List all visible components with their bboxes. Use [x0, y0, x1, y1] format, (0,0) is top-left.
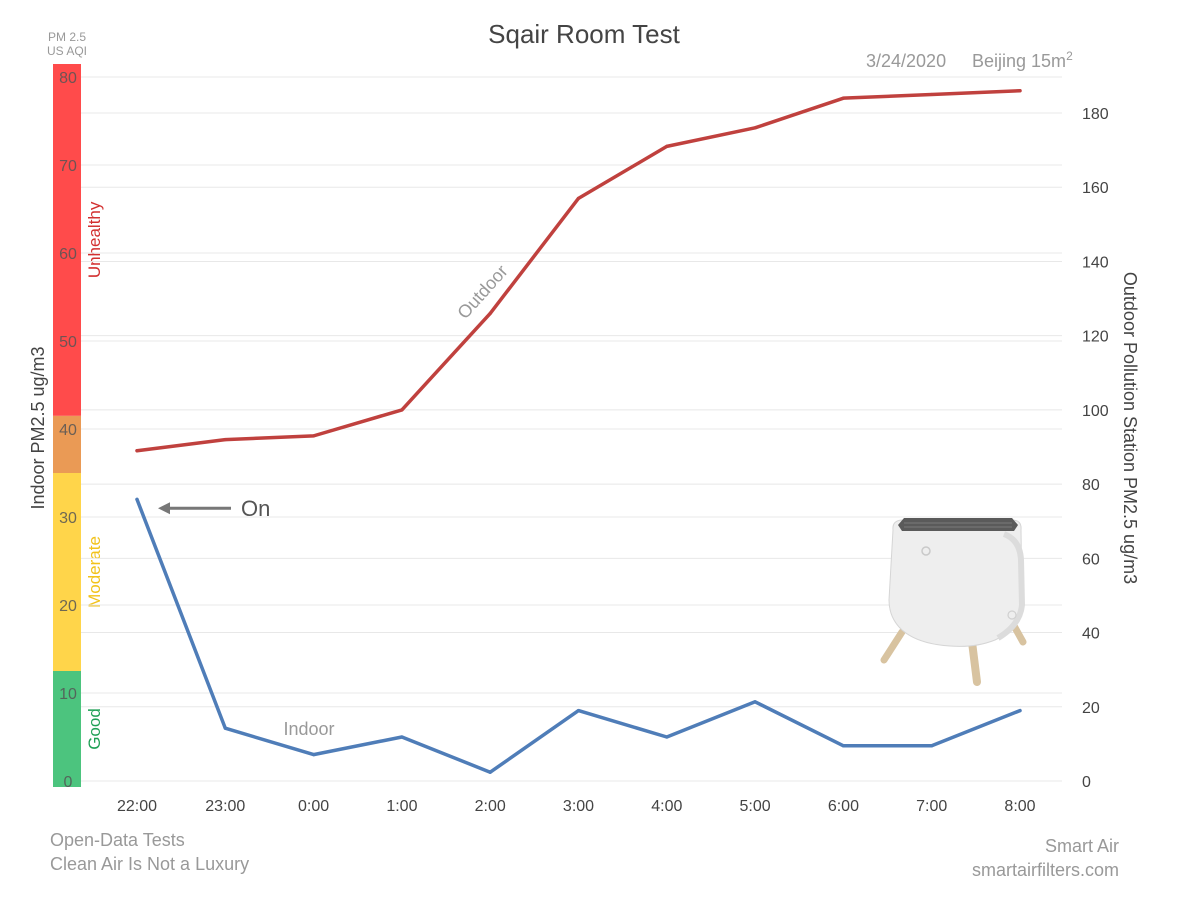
- series-lines: [135, 88, 1022, 774]
- footer-right-line1: Smart Air: [1045, 836, 1119, 856]
- series-label-indoor: Indoor: [283, 719, 334, 739]
- data-point-indoor: [1018, 709, 1022, 713]
- series-label-outdoor: Outdoor: [453, 261, 511, 323]
- aqi-band-label: Moderate: [85, 536, 104, 608]
- data-point-indoor: [312, 753, 316, 757]
- y-axis-right-tick-label: 20: [1082, 700, 1100, 717]
- data-point-outdoor: [488, 311, 492, 315]
- purifier-body: [888, 519, 1023, 647]
- x-axis-tick-label: 5:00: [740, 798, 771, 815]
- y-axis-right-label: Outdoor Pollution Station PM2.5 ug/m3: [1120, 272, 1140, 584]
- y-axis-left-tick-label: 40: [59, 422, 77, 439]
- data-point-indoor: [841, 744, 846, 748]
- y-axis-right-ticks: 0 20 40 60 80 100 120 140 160 180: [1082, 106, 1109, 791]
- y-axis-left-label: Indoor PM2.5 ug/m3: [28, 346, 48, 509]
- purifier-grille: [898, 518, 1018, 531]
- purifier-leg: [880, 628, 906, 664]
- y-axis-left-tick-label: 70: [59, 158, 77, 175]
- y-axis-left-tick-label: 0: [64, 774, 73, 791]
- data-point-indoor: [400, 735, 404, 739]
- air-purifier-icon: [880, 518, 1027, 686]
- series-line-indoor: [135, 497, 1022, 774]
- x-axis-tick-label: 7:00: [916, 798, 947, 815]
- x-axis-tick-label: 23:00: [205, 798, 245, 815]
- data-point-outdoor: [223, 437, 227, 442]
- y-axis-left-tick-label: 10: [59, 686, 77, 703]
- y-axis-right-tick-label: 180: [1082, 106, 1109, 123]
- aqi-label-line2: US AQI: [47, 44, 87, 58]
- y-axis-left-tick-label: 20: [59, 598, 77, 615]
- data-point-outdoor: [135, 449, 139, 453]
- data-point-outdoor: [841, 96, 846, 100]
- on-arrow-head: [158, 502, 170, 515]
- x-axis-tick-label: 8:00: [1004, 798, 1035, 815]
- chart-location-text: Beijing 15m: [972, 51, 1066, 71]
- y-axis-right-tick-label: 60: [1082, 551, 1100, 568]
- y-axis-right-tick-label: 160: [1082, 180, 1109, 197]
- footer-left-line2: Clean Air Is Not a Luxury: [50, 854, 249, 874]
- y-axis-right-tick-label: 0: [1082, 774, 1091, 791]
- purifier-leg: [968, 638, 981, 686]
- y-axis-right-tick-label: 80: [1082, 477, 1100, 494]
- series-labels: Indoor Outdoor: [283, 261, 511, 739]
- aqi-band-unhealthy: [53, 64, 81, 416]
- data-point-outdoor: [576, 196, 581, 200]
- aqi-band-label: Unhealthy: [85, 201, 104, 278]
- chart-title: Sqair Room Test: [488, 19, 680, 49]
- aqi-band-usg: [53, 415, 81, 473]
- x-axis-tick-label: 22:00: [117, 798, 157, 815]
- x-axis-ticks: 22:00 23:00 0:00 1:00 2:00 3:00 4:00 5:00 6:00 7:…: [117, 798, 1036, 815]
- data-point-outdoor: [312, 434, 316, 438]
- x-axis-tick-label: 3:00: [563, 798, 594, 815]
- aqi-band-label: Good: [85, 708, 104, 750]
- y-axis-left-ticks: 0 10 20 30 40 50 60 70 80: [59, 70, 77, 791]
- y-axis-left-tick-label: 60: [59, 246, 77, 263]
- y-axis-left-tick-label: 80: [59, 70, 77, 87]
- data-point-indoor: [135, 497, 139, 501]
- chart-date: 3/24/2020: [866, 51, 946, 71]
- purifier-grille-lines: [904, 522, 1012, 528]
- data-point-indoor: [930, 744, 934, 748]
- data-point-outdoor: [753, 126, 757, 130]
- purifier-logo: [921, 546, 931, 556]
- data-point-indoor: [665, 735, 669, 739]
- y-axis-right-tick-label: 40: [1082, 626, 1100, 643]
- x-axis-tick-label: 6:00: [828, 798, 859, 815]
- y-axis-left-tick-label: 30: [59, 510, 77, 527]
- chart-location: Beijing 15m2: [972, 49, 1073, 71]
- aqi-label-line1: PM 2.5: [48, 30, 86, 44]
- y-axis-right-tick-label: 100: [1082, 403, 1109, 420]
- x-axis-tick-label: 4:00: [651, 798, 682, 815]
- y-axis-right-tick-label: 120: [1082, 329, 1109, 346]
- x-axis-tick-label: 1:00: [386, 798, 417, 815]
- aqi-band-moderate: [53, 473, 81, 671]
- purifier-shading: [996, 531, 1026, 641]
- y-axis-right-tick-label: 140: [1082, 254, 1109, 271]
- footer-left-line1: Open-Data Tests: [50, 830, 185, 850]
- data-point-indoor: [576, 709, 581, 713]
- data-point-indoor: [223, 726, 227, 730]
- on-annotation-label: On: [241, 496, 270, 521]
- aqi-band-good: [53, 671, 81, 787]
- aqi-band-column: Good Moderate Unhealthy: [53, 64, 104, 787]
- y-axis-left-tick-label: 50: [59, 334, 77, 351]
- data-point-indoor: [488, 770, 492, 774]
- footer-right-line2: smartairfilters.com: [972, 860, 1119, 880]
- data-point-indoor: [753, 700, 757, 704]
- data-point-outdoor: [930, 92, 934, 97]
- data-point-outdoor: [1018, 89, 1022, 93]
- series-line-outdoor: [135, 88, 1022, 453]
- x-axis-tick-label: 2:00: [475, 798, 506, 815]
- grid-lines: [81, 76, 1062, 782]
- data-point-outdoor: [665, 144, 669, 148]
- data-point-outdoor: [400, 408, 404, 412]
- chart-location-superscript: 2: [1066, 49, 1073, 63]
- purifier-button: [1007, 610, 1017, 620]
- on-annotation: On: [158, 496, 270, 521]
- x-axis-tick-label: 0:00: [298, 798, 329, 815]
